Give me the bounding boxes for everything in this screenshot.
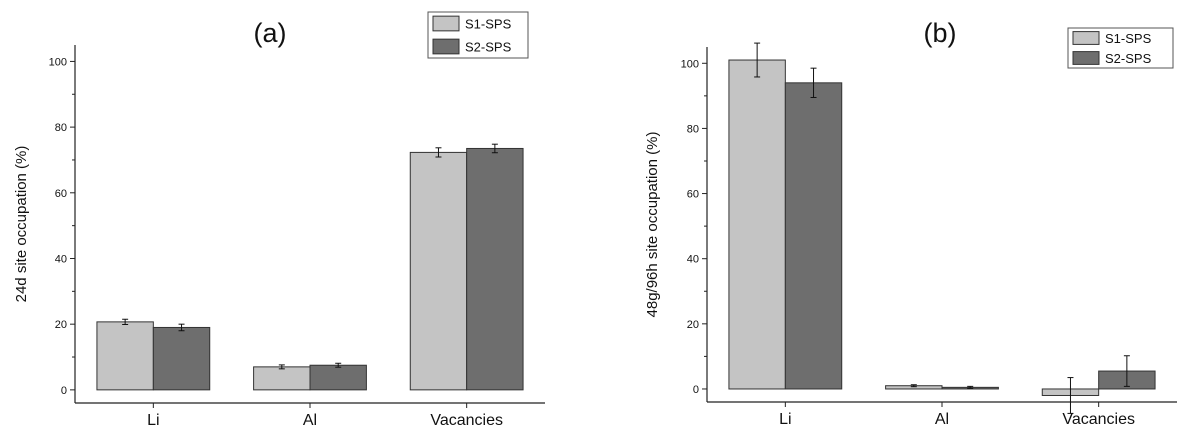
error-bar (810, 67, 817, 98)
y-tick-label: 100 (49, 56, 67, 68)
legend-swatch (432, 15, 460, 32)
bar-s2-sps-al (309, 364, 367, 391)
y-tick-label: 60 (55, 188, 67, 200)
x-tick-label: Li (147, 412, 159, 429)
chart-title: (b) (924, 18, 957, 48)
error-bar (967, 385, 974, 389)
bar-s2-sps-li (784, 82, 843, 390)
y-tick-label: 40 (55, 253, 67, 265)
legend-label: S1-SPS (465, 17, 512, 32)
error-bar (910, 384, 917, 388)
legend-swatch (1072, 51, 1100, 65)
bar-s1-sps-li (96, 321, 154, 391)
x-tick-label: Al (935, 411, 949, 428)
y-tick-label: 80 (55, 122, 67, 134)
y-tick-label: 100 (681, 58, 699, 70)
error-bar (1067, 377, 1074, 414)
bar-s2-sps-li (152, 326, 211, 391)
y-tick-label: 20 (55, 319, 67, 331)
error-bar (278, 364, 285, 370)
y-axis-title: 48g/96h site occupation (%) (644, 132, 661, 318)
y-axis-title: 24d site occupation (%) (13, 146, 30, 303)
error-bar (122, 318, 129, 326)
y-tick-label: 80 (687, 123, 699, 135)
bar-s2-sps-vacancies (466, 147, 524, 391)
legend: S1-SPS S2-SPS (427, 11, 529, 59)
bar-s1-sps-vacancies (409, 151, 468, 391)
y-tick-label: 60 (687, 189, 699, 201)
error-bar (754, 42, 761, 78)
error-bar (491, 143, 498, 154)
chart-panel-a: (a) 24d site occupation (%) 0 20 40 60 80 100 Li… (13, 11, 545, 429)
error-bar (435, 147, 442, 158)
chart-title: (a) (254, 18, 287, 48)
x-tick-label: Vacancies (430, 412, 503, 429)
x-tick-label: Al (303, 412, 317, 429)
bar-s1-sps-li (728, 59, 786, 390)
y-tick-label: 40 (687, 254, 699, 266)
x-tick-label: Li (779, 411, 791, 428)
error-bar (178, 323, 185, 332)
chart-panel-b: (b) 48g/96h site occupation (%) 0 20 40 60 80 1… (644, 18, 1177, 428)
bar-s1-sps-al (253, 366, 311, 391)
y-tick-label: 20 (687, 319, 699, 331)
error-bar (335, 362, 342, 368)
legend-label: S2-SPS (465, 40, 512, 55)
legend-label: S1-SPS (1105, 31, 1152, 46)
legend-swatch (1072, 31, 1100, 45)
error-bar (1123, 355, 1130, 387)
legend-swatch (432, 38, 460, 55)
y-tick-label: 0 (61, 385, 67, 397)
y-tick-label: 0 (693, 384, 699, 396)
legend: S1-SPS S2-SPS (1067, 27, 1174, 69)
x-tick-label: Vacancies (1062, 411, 1135, 428)
legend-label: S2-SPS (1105, 51, 1152, 66)
